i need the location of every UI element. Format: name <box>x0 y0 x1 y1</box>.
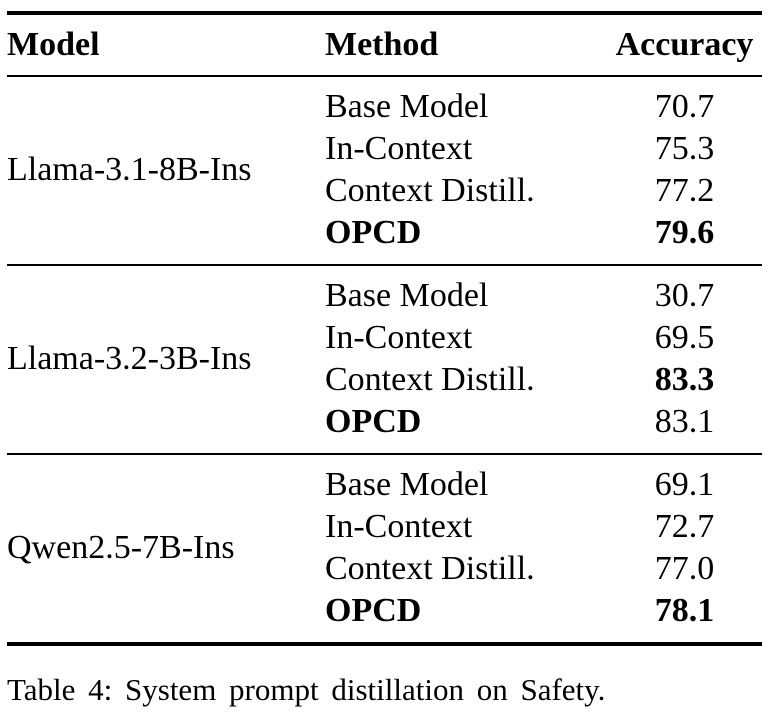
accuracy-cell: 70.7 <box>654 88 715 125</box>
header-model: Model <box>7 26 100 63</box>
model-group-qwen2-5-7b: Qwen2.5-7B-Ins Base Model 69.1 In-Contex… <box>7 455 762 642</box>
accuracy-cell: 83.3 <box>654 361 715 398</box>
method-cell: OPCD <box>325 403 422 440</box>
top-rule <box>7 11 762 15</box>
method-cell: Base Model <box>325 277 489 314</box>
model-name-label: Qwen2.5-7B-Ins <box>7 529 235 566</box>
method-cell: Base Model <box>325 466 489 503</box>
accuracy-cell: 69.1 <box>654 466 715 503</box>
accuracy-cell: 75.3 <box>654 130 715 167</box>
accuracy-cell: 83.1 <box>654 403 715 440</box>
table-row: Context Distill. 77.0 <box>325 548 762 590</box>
table-row: OPCD 79.6 <box>325 212 762 254</box>
method-cell: OPCD <box>325 214 422 251</box>
table-row: In-Context 69.5 <box>325 317 762 359</box>
model-group-llama-3-2-3b: Llama-3.2-3B-Ins Base Model 30.7 In-Cont… <box>7 266 762 453</box>
bottom-rule <box>7 642 762 646</box>
accuracy-cell: 78.1 <box>654 592 715 629</box>
method-cell: In-Context <box>325 508 473 545</box>
table-row: In-Context 72.7 <box>325 506 762 548</box>
group-separator-rule <box>7 453 762 455</box>
table-row: OPCD 83.1 <box>325 401 762 443</box>
table-row: Context Distill. 77.2 <box>325 170 762 212</box>
model-group-llama-3-1-8b: Llama-3.1-8B-Ins Base Model 70.7 In-Cont… <box>7 77 762 264</box>
header-method: Method <box>325 26 439 63</box>
accuracy-cell: 30.7 <box>654 277 715 314</box>
method-cell: Base Model <box>325 88 489 125</box>
header-accuracy: Accuracy <box>615 26 754 63</box>
table-row: OPCD 78.1 <box>325 590 762 632</box>
table-header-row: Model Method Accuracy <box>7 15 762 75</box>
table-caption: Table 4: System prompt distillation on S… <box>7 672 606 707</box>
accuracy-cell: 77.0 <box>654 550 715 587</box>
table-row: Base Model 69.1 <box>325 464 762 506</box>
method-cell: Context Distill. <box>325 550 535 587</box>
table-row: In-Context 75.3 <box>325 128 762 170</box>
table-row: Base Model 30.7 <box>325 275 762 317</box>
model-name: Llama-3.1-8B-Ins <box>7 86 325 254</box>
accuracy-cell: 77.2 <box>654 172 715 209</box>
accuracy-cell: 79.6 <box>654 214 715 251</box>
table-row: Base Model 70.7 <box>325 86 762 128</box>
group-rows: Base Model 69.1 In-Context 72.7 Context … <box>325 464 762 632</box>
model-name: Qwen2.5-7B-Ins <box>7 464 325 632</box>
model-name-label: Llama-3.2-3B-Ins <box>7 340 252 377</box>
group-rows: Base Model 70.7 In-Context 75.3 Context … <box>325 86 762 254</box>
accuracy-cell: 69.5 <box>654 319 715 356</box>
method-cell: In-Context <box>325 319 473 356</box>
method-cell: OPCD <box>325 592 422 629</box>
table-row: Context Distill. 83.3 <box>325 359 762 401</box>
method-cell: Context Distill. <box>325 172 535 209</box>
model-name: Llama-3.2-3B-Ins <box>7 275 325 443</box>
group-separator-rule <box>7 264 762 266</box>
group-rows: Base Model 30.7 In-Context 69.5 Context … <box>325 275 762 443</box>
accuracy-cell: 72.7 <box>654 508 715 545</box>
method-cell: Context Distill. <box>325 361 535 398</box>
model-name-label: Llama-3.1-8B-Ins <box>7 151 252 188</box>
header-rule <box>7 75 762 77</box>
method-cell: In-Context <box>325 130 473 167</box>
